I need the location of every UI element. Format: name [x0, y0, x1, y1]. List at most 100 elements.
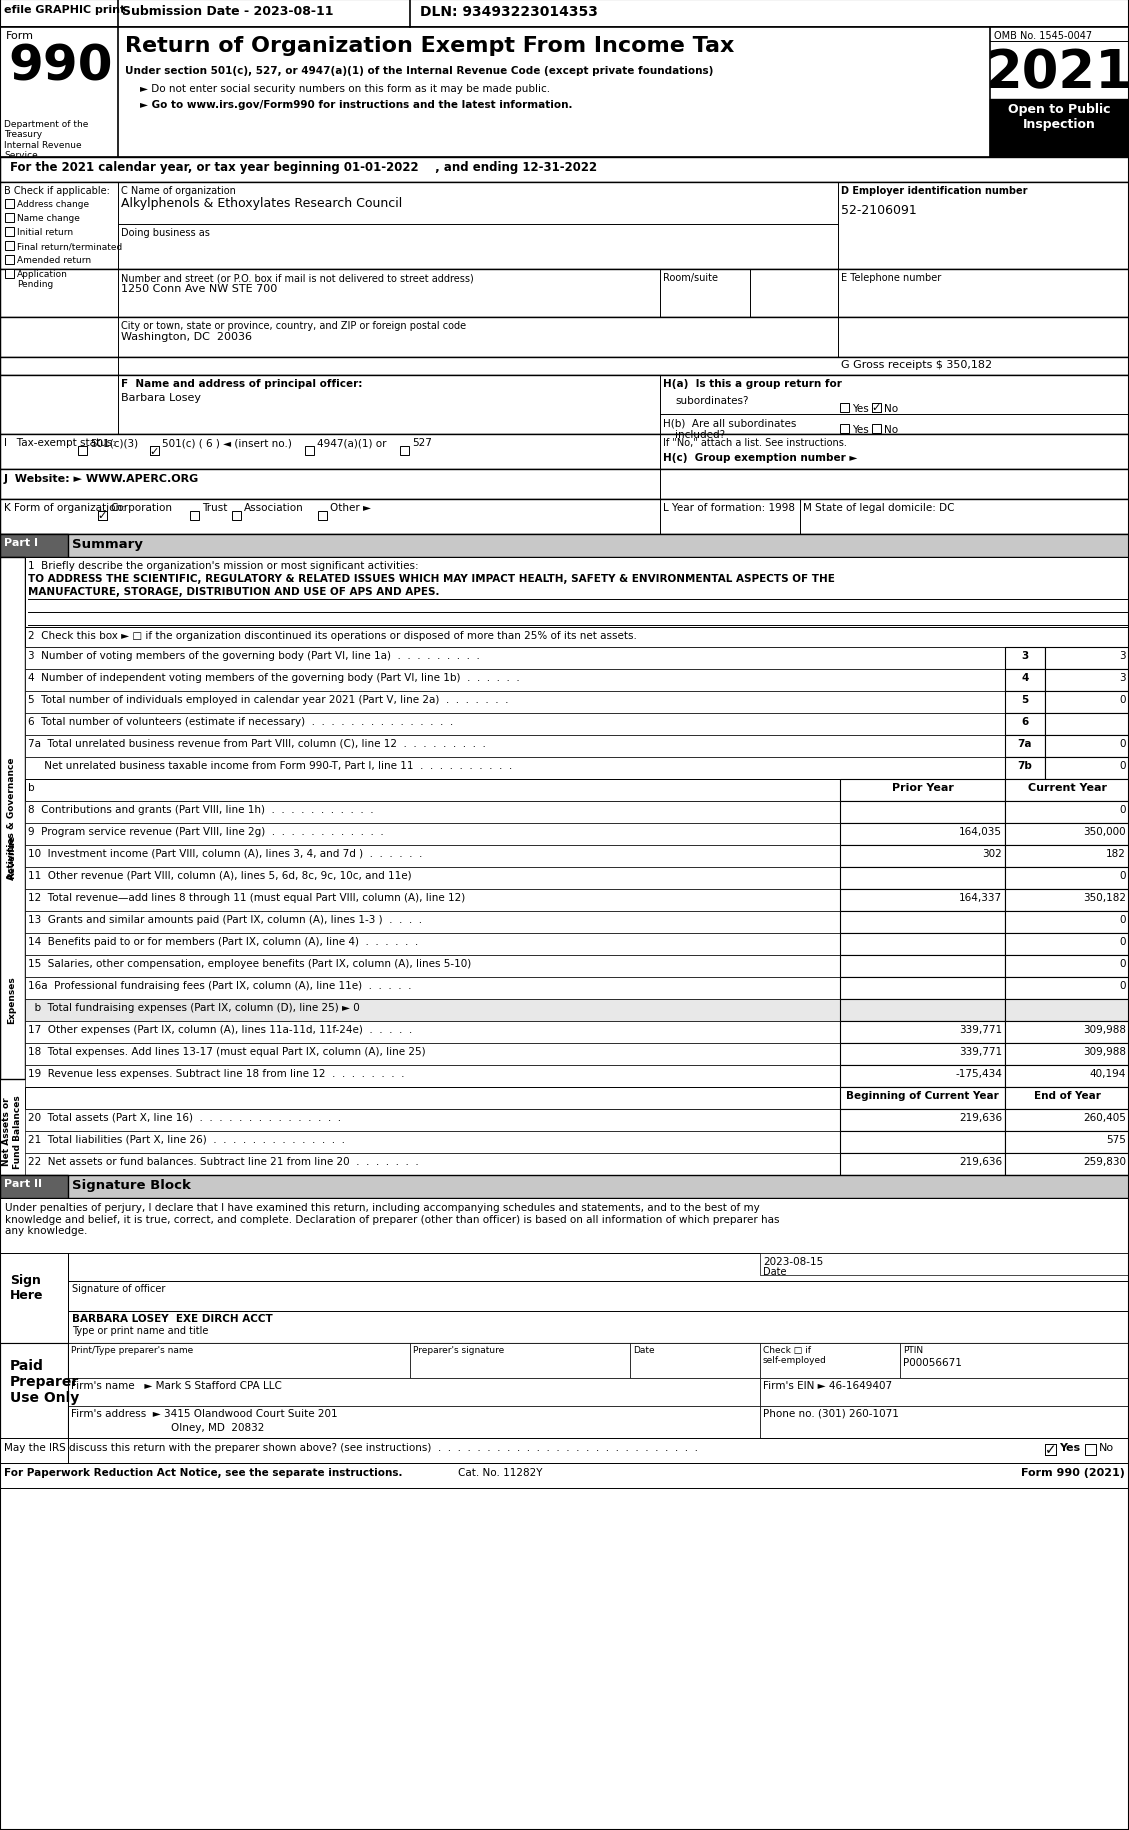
Text: included?: included? — [675, 430, 725, 439]
Text: Amended return: Amended return — [17, 256, 91, 265]
Text: 11  Other revenue (Part VIII, column (A), lines 5, 6d, 8c, 9c, 10c, and 11e): 11 Other revenue (Part VIII, column (A),… — [28, 871, 412, 880]
Bar — [840, 1131, 1005, 1153]
Bar — [1005, 955, 1129, 977]
Bar — [1045, 1444, 1056, 1455]
Bar — [25, 1131, 840, 1153]
Text: PTIN: PTIN — [903, 1345, 924, 1354]
Bar — [840, 404, 849, 414]
Text: 13  Grants and similar amounts paid (Part IX, column (A), lines 1-3 )  .  .  .  : 13 Grants and similar amounts paid (Part… — [28, 915, 422, 924]
Text: b: b — [28, 783, 35, 792]
Bar — [0, 1343, 1129, 1464]
Bar — [5, 214, 14, 223]
Bar — [840, 1021, 1005, 1043]
Bar — [25, 1153, 840, 1175]
Bar — [25, 1021, 840, 1043]
Text: Initial return: Initial return — [17, 229, 73, 236]
Bar — [840, 845, 1005, 867]
Bar — [840, 780, 1005, 802]
Bar — [1005, 802, 1129, 824]
Text: 3: 3 — [1119, 673, 1126, 683]
Text: 3: 3 — [1022, 651, 1029, 661]
Bar — [25, 670, 1005, 692]
Text: Net Assets or
Fund Balances: Net Assets or Fund Balances — [2, 1094, 21, 1168]
Text: Doing business as: Doing business as — [121, 229, 210, 238]
Bar — [1005, 736, 1045, 758]
Bar — [760, 1378, 1129, 1405]
Bar — [5, 229, 14, 236]
Bar — [1045, 714, 1129, 736]
Text: For Paperwork Reduction Act Notice, see the separate instructions.: For Paperwork Reduction Act Notice, see … — [5, 1468, 403, 1477]
Text: Form: Form — [6, 31, 34, 40]
Text: 7a: 7a — [1017, 739, 1032, 748]
Text: Signature Block: Signature Block — [72, 1179, 191, 1191]
Bar — [0, 318, 1129, 359]
Bar — [25, 758, 1005, 780]
Bar — [68, 1378, 760, 1405]
Text: 0: 0 — [1120, 761, 1126, 770]
Text: -175,434: -175,434 — [955, 1069, 1003, 1078]
Text: K Form of organization:: K Form of organization: — [5, 503, 125, 512]
Text: 5  Total number of individuals employed in calendar year 2021 (Part V, line 2a) : 5 Total number of individuals employed i… — [28, 695, 508, 705]
Text: 19  Revenue less expenses. Subtract line 18 from line 12  .  .  .  .  .  .  .  .: 19 Revenue less expenses. Subtract line … — [28, 1069, 404, 1078]
Bar — [1005, 714, 1045, 736]
Bar — [25, 802, 840, 824]
Text: subordinates?: subordinates? — [675, 395, 749, 406]
Bar — [1045, 758, 1129, 780]
Bar — [1005, 845, 1129, 867]
Text: Prior Year: Prior Year — [892, 783, 953, 792]
Bar — [1005, 1021, 1129, 1043]
Text: Submission Date - 2023-08-11: Submission Date - 2023-08-11 — [122, 5, 333, 18]
Bar — [0, 375, 1129, 436]
Text: M State of legal domicile: DC: M State of legal domicile: DC — [803, 503, 954, 512]
Text: 2021: 2021 — [986, 48, 1129, 99]
Text: 7b: 7b — [1017, 761, 1032, 770]
Bar — [25, 714, 1005, 736]
Bar — [25, 648, 1005, 670]
Text: Yes: Yes — [1059, 1442, 1080, 1453]
Bar — [410, 1343, 630, 1378]
Text: ► Do not enter social security numbers on this form as it may be made public.: ► Do not enter social security numbers o… — [140, 84, 550, 93]
Bar — [1005, 670, 1045, 692]
Text: 350,000: 350,000 — [1084, 827, 1126, 836]
Bar — [1005, 1153, 1129, 1175]
Bar — [0, 1175, 1129, 1199]
Text: 9  Program service revenue (Part VIII, line 2g)  .  .  .  .  .  .  .  .  .  .  .: 9 Program service revenue (Part VIII, li… — [28, 827, 384, 836]
Text: 501(c)(3): 501(c)(3) — [90, 437, 138, 448]
Text: Washington, DC  20036: Washington, DC 20036 — [121, 331, 252, 342]
Text: 0: 0 — [1120, 915, 1126, 924]
Bar — [25, 558, 1129, 628]
Bar — [1005, 692, 1045, 714]
Text: H(c)  Group exemption number ►: H(c) Group exemption number ► — [663, 452, 857, 463]
Text: 164,035: 164,035 — [959, 827, 1003, 836]
Text: TO ADDRESS THE SCIENTIFIC, REGULATORY & RELATED ISSUES WHICH MAY IMPACT HEALTH, : TO ADDRESS THE SCIENTIFIC, REGULATORY & … — [28, 573, 834, 584]
Bar — [190, 512, 199, 522]
Bar — [25, 955, 840, 977]
Text: Department of the
Treasury
Internal Revenue
Service: Department of the Treasury Internal Reve… — [5, 121, 88, 159]
Text: 164,337: 164,337 — [959, 893, 1003, 902]
Text: Trust: Trust — [202, 503, 227, 512]
Bar — [1005, 824, 1129, 845]
Text: 350,182: 350,182 — [1083, 893, 1126, 902]
Bar — [0, 436, 1129, 470]
Bar — [1005, 1087, 1129, 1109]
Text: 3  Number of voting members of the governing body (Part VI, line 1a)  .  .  .  .: 3 Number of voting members of the govern… — [28, 651, 480, 661]
Text: Alkylphenols & Ethoxylates Research Council: Alkylphenols & Ethoxylates Research Coun… — [121, 198, 402, 210]
Bar — [0, 1175, 68, 1199]
Text: Part II: Part II — [5, 1179, 42, 1188]
Text: Revenue: Revenue — [8, 834, 17, 878]
Bar — [630, 1343, 760, 1378]
Text: Return of Organization Exempt From Income Tax: Return of Organization Exempt From Incom… — [125, 37, 734, 57]
Text: No: No — [884, 404, 899, 414]
Bar — [5, 199, 14, 209]
Text: Cat. No. 11282Y: Cat. No. 11282Y — [457, 1468, 542, 1477]
Text: Summary: Summary — [72, 538, 143, 551]
Bar — [1005, 780, 1129, 802]
Text: Corporation: Corporation — [110, 503, 172, 512]
Text: 527: 527 — [412, 437, 432, 448]
Bar — [0, 558, 25, 1080]
Bar — [25, 845, 840, 867]
Bar — [0, 1254, 68, 1343]
Text: Signature of officer: Signature of officer — [72, 1283, 165, 1294]
Text: Phone no. (301) 260-1071: Phone no. (301) 260-1071 — [763, 1409, 899, 1418]
Bar — [840, 1065, 1005, 1087]
